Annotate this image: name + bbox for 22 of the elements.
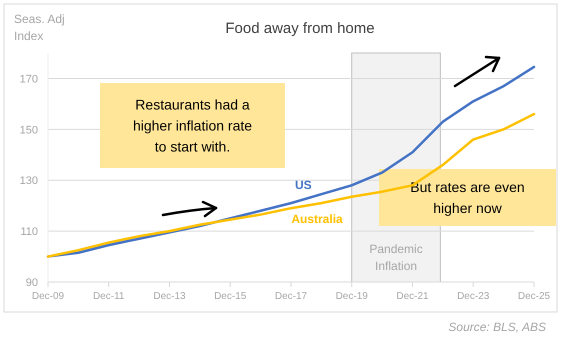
y-tick-label: 90 xyxy=(26,277,38,289)
y-tick-label: 170 xyxy=(20,73,38,86)
x-tick-label: Dec-23 xyxy=(457,291,490,302)
source-note: Source: BLS, ABS xyxy=(448,320,546,334)
y-tick-label: 110 xyxy=(20,226,38,238)
x-tick-label: Dec-11 xyxy=(92,291,125,302)
series-label: US xyxy=(295,178,312,192)
y-axis-title: Seas. Adj Index xyxy=(14,12,65,43)
x-tick-label: Dec-09 xyxy=(32,291,65,302)
x-tick-label: Dec-21 xyxy=(396,291,430,302)
y-tick-label: 150 xyxy=(20,124,38,136)
y-tick-label: 130 xyxy=(20,175,38,188)
annotation: Restaurants had a higher inflation rate to start with. xyxy=(132,96,252,154)
x-tick-label: Dec-13 xyxy=(153,291,186,302)
x-tick-label: Dec-25 xyxy=(518,291,551,302)
x-tick-label: Dec-17 xyxy=(274,291,308,302)
chart-title: Food away from home xyxy=(225,20,375,37)
series-label: Australia xyxy=(291,212,344,226)
x-tick-label: Dec-15 xyxy=(214,291,247,302)
band-label: Pandemic Inflation xyxy=(369,242,423,273)
x-tick-label: Dec-19 xyxy=(336,291,368,302)
line-series xyxy=(46,112,536,258)
